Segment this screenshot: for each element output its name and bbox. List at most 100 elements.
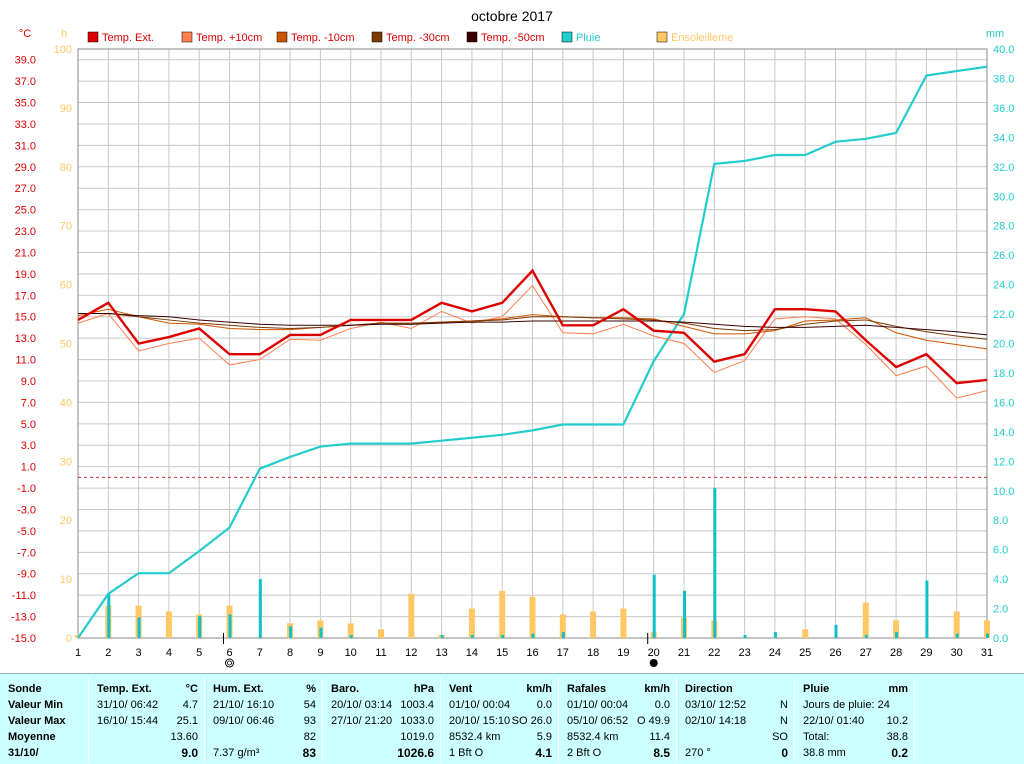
x-tick-label: 22 xyxy=(708,647,720,659)
rain-unit-label: mm xyxy=(986,28,1004,40)
stats-baro-unit: hPa xyxy=(413,683,434,695)
rain-daily-bar xyxy=(289,626,293,638)
stats-temp-title: Temp. Ext. xyxy=(97,683,152,695)
temp-tick-label: 3.0 xyxy=(21,440,36,452)
stats-rafales-min: 0.0 xyxy=(654,699,670,711)
rain-daily-bar xyxy=(683,590,686,638)
series-line-pluie xyxy=(77,65,988,639)
x-tick-label: 3 xyxy=(136,647,142,659)
stats-vent-min-date: 01/10/ 00:04 xyxy=(449,699,511,711)
x-tick-label: 20 xyxy=(648,647,660,659)
sunshine-bar xyxy=(620,608,627,638)
sunshine-bar xyxy=(984,620,990,638)
rain-tick-label: 16.0 xyxy=(993,397,1014,409)
rain-daily-bar xyxy=(198,615,202,638)
stats-vent-mean: 5.9 xyxy=(536,731,552,743)
sunshine-bar xyxy=(468,608,475,638)
stats-rafales-mean: 11.4 xyxy=(649,731,670,743)
stats-direction-min-date: 03/10/ 12:52 xyxy=(685,699,747,711)
x-tick-label: 14 xyxy=(466,647,478,659)
sunshine-bar xyxy=(893,620,900,638)
hour-tick-label: 0 xyxy=(66,633,72,645)
temp-tick-label: 15.0 xyxy=(15,312,36,324)
stats-baro-title: Baro. xyxy=(331,683,360,695)
rain-tick-label: 36.0 xyxy=(993,103,1014,115)
temp-tick-label: 31.0 xyxy=(15,140,36,152)
sunshine-bar xyxy=(590,611,597,638)
rain-daily-bar xyxy=(895,632,899,638)
x-tick-label: 19 xyxy=(617,647,629,659)
x-tick-label: 29 xyxy=(920,647,932,659)
temp-tick-label: 1.0 xyxy=(21,462,36,474)
rain-daily-bar xyxy=(319,627,323,638)
stats-rafales-max: O 49.9 xyxy=(636,715,670,727)
rain-daily-bar xyxy=(501,635,505,638)
rain-tick-label: 2.0 xyxy=(993,604,1008,616)
stats-col-vent: Vent km/h 01/10/ 00:04 0.0 20/10/ 15:10 SO … xyxy=(440,678,558,762)
stats-direction-max: N xyxy=(780,715,788,727)
stats-rafales-max-date: 05/10/ 06:52 xyxy=(567,715,629,727)
temp-tick-label: 35.0 xyxy=(15,98,36,110)
stats-hum-mean: 82 xyxy=(303,731,316,743)
stats-col-hum: Hum. Ext.% 21/10/ 16:10 54 09/10/ 06:46 93… xyxy=(204,678,322,762)
stats-panel: Sonde Valeur Min Valeur Max Moyenne 31/1… xyxy=(0,673,1024,764)
stats-pluie-days: Jours de pluie: 24 xyxy=(803,699,890,711)
sunshine-bar xyxy=(499,590,506,638)
stats-col-sonde: Sonde Valeur Min Valeur Max Moyenne 31/1… xyxy=(0,678,88,762)
stats-pluie-total-mm: 38.8 mm xyxy=(803,747,846,759)
stats-pluie-max: 10.2 xyxy=(886,715,908,727)
rain-daily-bar xyxy=(440,635,444,638)
temp-tick-label: 9.0 xyxy=(21,376,36,388)
stats-pluie-title: Pluie xyxy=(803,683,830,695)
rain-tick-label: 26.0 xyxy=(993,250,1014,262)
x-tick-label: 18 xyxy=(587,647,599,659)
rain-daily-bar xyxy=(925,580,929,638)
temp-tick-label: 29.0 xyxy=(15,162,36,174)
legend-swatch xyxy=(181,31,193,43)
x-tick-label: 2 xyxy=(105,647,111,659)
rain-daily-bar xyxy=(652,574,656,638)
sunshine-bar xyxy=(529,596,536,638)
stats-vent-last: 4.1 xyxy=(535,746,552,760)
rain-daily-bar xyxy=(864,635,868,638)
temp-tick-label: 13.0 xyxy=(15,333,36,345)
stats-rafales-distance: 8532.4 km xyxy=(567,731,619,743)
stats-baro-min: 1003.4 xyxy=(400,699,434,711)
stats-hum-last: 83 xyxy=(302,746,316,760)
rain-tick-label: 18.0 xyxy=(993,368,1014,380)
stats-baro-min-date: 20/10/ 03:14 xyxy=(331,699,393,711)
hour-tick-label: 100 xyxy=(54,44,72,56)
temp-unit-label: °C xyxy=(19,28,31,40)
stats-rafales-unit: km/h xyxy=(644,683,670,695)
legend-label: Temp. -30cm xyxy=(386,32,450,44)
stats-rafales-last: 8.5 xyxy=(653,746,670,760)
x-tick-label: 8 xyxy=(287,647,293,659)
stats-temp-last: 9.0 xyxy=(181,746,198,760)
legend-label: Pluie xyxy=(576,32,600,44)
stats-col-baro: Baro. hPa 20/10/ 03:14 1003.4 27/10/ 21:20… xyxy=(322,678,440,762)
stats-hum-abs: 7.37 g/m³ xyxy=(213,747,260,759)
legend-swatch xyxy=(87,31,99,43)
temp-tick-label: -3.0 xyxy=(17,504,36,516)
series-line-temp-10cm xyxy=(77,284,988,399)
hour-tick-label: 30 xyxy=(60,456,72,468)
stats-hum-min-date: 21/10/ 16:10 xyxy=(213,699,275,711)
temp-tick-label: 25.0 xyxy=(15,205,36,217)
temp-tick-label: -13.0 xyxy=(11,612,36,624)
stats-rafales-min-date: 01/10/ 00:04 xyxy=(567,699,629,711)
temp-tick-label: 33.0 xyxy=(15,119,36,131)
stats-hum-min: 54 xyxy=(303,699,316,711)
stats-temp-mean: 13.60 xyxy=(170,731,198,743)
rain-daily-bar xyxy=(228,614,232,638)
sunshine-bar xyxy=(802,629,809,638)
stats-col-pluie: Pluie mm Jours de pluie: 24 22/10/ 01:40 1… xyxy=(794,678,914,762)
legend-swatch xyxy=(371,31,383,43)
x-tick-label: 28 xyxy=(890,647,902,659)
rain-tick-label: 40.0 xyxy=(993,44,1014,56)
legend-swatch xyxy=(656,31,668,43)
stats-label-mean: Moyenne xyxy=(8,731,56,743)
hour-tick-label: 60 xyxy=(60,280,72,292)
hour-tick-label: 70 xyxy=(60,221,72,233)
stats-col-empty xyxy=(914,678,1024,762)
new-moon-icon xyxy=(225,658,234,668)
